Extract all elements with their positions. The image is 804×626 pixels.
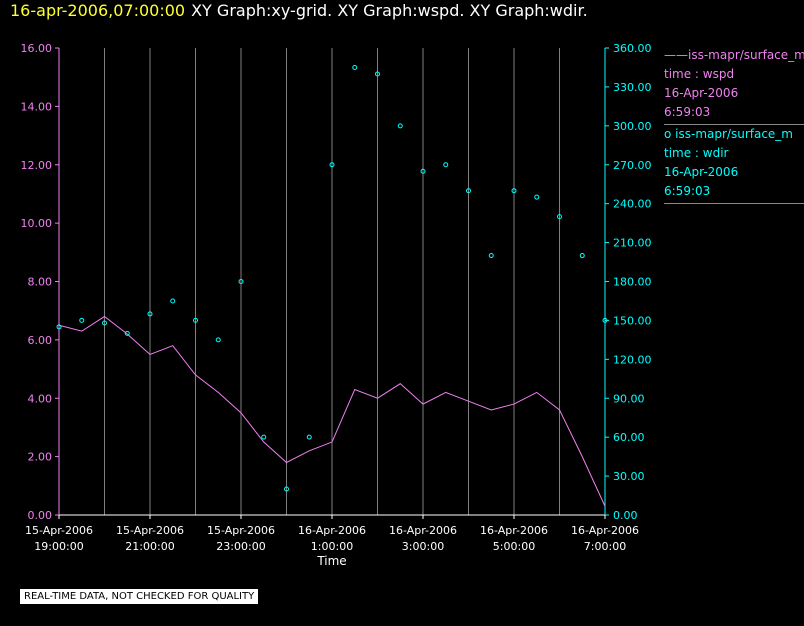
legend: ——iss-mapr/surface_m time : wspd 16-Apr-… [664, 46, 804, 204]
wdir-point [193, 317, 198, 323]
legend-wdir-time: 6:59:03 [664, 184, 711, 198]
x-tick-label: 3:00:00 [402, 540, 444, 553]
wdir-point [511, 188, 517, 194]
y-left-tick-label: 2.00 [28, 451, 53, 464]
wdir-point [238, 279, 244, 284]
x-tick-label: 16-Apr-2006 [571, 524, 639, 537]
legend-wdir-var: time : wdir [664, 146, 729, 160]
y-left-tick-label: 0.00 [28, 509, 53, 522]
x-ticks: 15-Apr-2006 19:00:00 15-Apr-2006 21:00:00 15… [25, 515, 639, 553]
y-right-tick-label: 0.00 [613, 509, 638, 522]
y-right-tick-label: 210.00 [613, 237, 652, 250]
wdir-point [443, 162, 449, 168]
wdir-point [102, 320, 107, 326]
y-right-tick-label: 330.00 [613, 81, 652, 94]
wdir-point [557, 214, 562, 220]
header-datetime: 16-apr-2006,07:00:00 [10, 1, 186, 20]
y-right-tick-label: 90.00 [613, 392, 645, 405]
wdir-point [306, 434, 312, 440]
wdir-point [397, 123, 403, 129]
legend-entry-wspd: ——iss-mapr/surface_m time : wspd 16-Apr-… [664, 46, 804, 122]
legend-divider-bottom [664, 203, 804, 204]
y-left-tick-label: 6.00 [28, 334, 53, 347]
legend-wspd-date: 16-Apr-2006 [664, 86, 739, 100]
x-tick-label: 15-Apr-2006 [207, 524, 275, 537]
y-left-tick-label: 12.00 [21, 159, 53, 172]
y-right-tick-label: 60.00 [613, 431, 645, 444]
x-tick-label: 21:00:00 [125, 540, 174, 553]
y-right-tick-label: 360.00 [613, 42, 652, 55]
wdir-point [215, 337, 221, 343]
legend-wdir-source: o iss-mapr/surface_m [664, 127, 793, 141]
wdir-point [56, 324, 62, 330]
wdir-point [124, 330, 130, 336]
y-left-ticks: 0.00 2.00 4.00 6.00 8.00 10.00 12.00 14.00 16.00 [21, 42, 59, 522]
wdir-point [534, 194, 540, 200]
wdir-point [79, 317, 85, 323]
x-grid [104, 48, 560, 515]
legend-wspd-source: ——iss-mapr/surface_m [664, 48, 804, 62]
wdir-point [579, 253, 585, 259]
wdir-point [420, 168, 426, 174]
series-group [56, 64, 608, 507]
legend-wspd-var: time : wspd [664, 67, 735, 81]
wdir-point [375, 71, 380, 77]
y-left-tick-label: 10.00 [21, 217, 53, 230]
wdir-point [261, 434, 267, 440]
y-left-tick-label: 8.00 [28, 276, 53, 289]
y-left-tick-label: 14.00 [21, 100, 53, 113]
x-tick-label: 15-Apr-2006 [116, 524, 184, 537]
x-tick-label: 16-Apr-2006 [298, 524, 366, 537]
wdir-point [352, 64, 358, 70]
y-right-tick-label: 150.00 [613, 314, 652, 327]
y-right-tick-label: 120.00 [613, 353, 652, 366]
y-right-tick-label: 30.00 [613, 470, 645, 483]
x-tick-label: 23:00:00 [216, 540, 265, 553]
wdir-point [466, 188, 471, 194]
x-tick-label: 1:00:00 [311, 540, 353, 553]
wdir-point [147, 311, 153, 317]
header-title: XY Graph:xy-grid. XY Graph:wspd. XY Grap… [191, 1, 588, 20]
x-axis-label: Time [316, 554, 346, 568]
legend-divider [664, 124, 804, 125]
x-tick-label: 7:00:00 [584, 540, 626, 553]
legend-line-marker: —— [664, 48, 688, 62]
wdir-point [602, 317, 608, 323]
y-left-tick-label: 16.00 [21, 42, 53, 55]
wspd-series-line [58, 315, 606, 507]
x-tick-label: 15-Apr-2006 [25, 524, 93, 537]
x-tick-label: 5:00:00 [493, 540, 535, 553]
y-right-ticks: 0.00 30.00 60.00 90.00 120.00 150.00 180.00 210… [605, 42, 652, 522]
wdir-point [284, 486, 289, 492]
wdir-point [170, 298, 176, 304]
chart-header: 16-apr-2006,07:00:00 XY Graph:xy-grid. XY… [10, 1, 588, 20]
y-right-tick-label: 300.00 [613, 120, 652, 133]
y-right-tick-label: 240.00 [613, 198, 652, 211]
x-tick-label: 16-Apr-2006 [480, 524, 548, 537]
legend-wdir-date: 16-Apr-2006 [664, 165, 739, 179]
y-right-tick-label: 270.00 [613, 159, 652, 172]
wdir-point [488, 253, 494, 259]
wdir-point [329, 162, 335, 168]
legend-circle-marker: o [664, 127, 676, 141]
legend-entry-wdir: o iss-mapr/surface_m time : wdir 16-Apr-… [664, 125, 804, 201]
x-tick-label: 16-Apr-2006 [389, 524, 457, 537]
y-left-tick-label: 4.00 [28, 392, 53, 405]
x-tick-label: 19:00:00 [34, 540, 83, 553]
legend-wspd-time: 6:59:03 [664, 105, 711, 119]
quality-disclaimer: REAL-TIME DATA, NOT CHECKED FOR QUALITY [20, 589, 259, 604]
y-right-tick-label: 180.00 [613, 276, 652, 289]
